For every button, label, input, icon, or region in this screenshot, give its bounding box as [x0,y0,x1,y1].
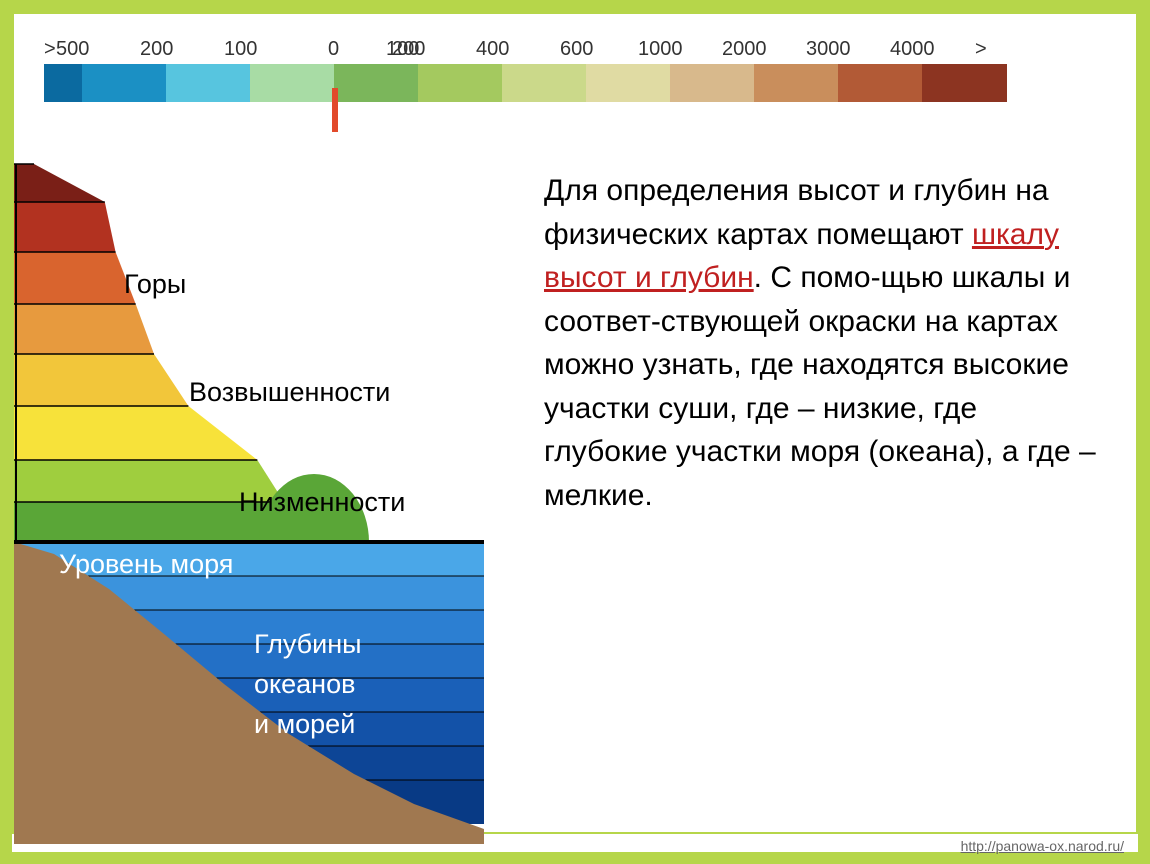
scale-segment [754,64,838,102]
source-url: http://panowa-ox.narod.ru/ [961,838,1124,854]
scale-tick-label: > [44,38,56,61]
label-mountains: Горы [124,269,186,300]
scale-tick-label: 400 [476,38,509,61]
scale-segment [838,64,922,102]
scale-tick-label: 200 [140,38,173,61]
scale-segment [670,64,754,102]
scale-labels-row: >50020010001002004006001000200030004000> [44,34,1106,64]
scale-tick-label: 200 [392,38,425,61]
label-sea-level: Уровень моря [59,549,233,580]
scale-segment [418,64,502,102]
scale-segment [586,64,670,102]
scale-segment [502,64,586,102]
content-area: Горы Возвышенности Низменности Уровень м… [14,144,1136,832]
elevation-scale: >50020010001002004006001000200030004000> [44,34,1106,114]
label-depths-2: океанов [254,669,355,700]
scale-segment [922,64,969,102]
scale-tick-label: 500 [56,38,89,61]
scale-tick-label: 3000 [806,38,851,61]
description-paragraph: Для определения высот и глубин на физиче… [534,144,1136,832]
scale-segment [166,64,250,102]
slide-outer-frame: >50020010001002004006001000200030004000>… [0,0,1150,864]
paragraph-part-2: . С помо-щью шкалы и соответ-ствующей ок… [544,261,1096,512]
label-uplands: Возвышенности [189,377,390,408]
label-lowlands: Низменности [239,487,405,518]
zero-marker [332,88,338,132]
elevation-diagram: Горы Возвышенности Низменности Уровень м… [14,144,534,832]
label-depths-3: и морей [254,709,355,740]
scale-tick-label: 100 [224,38,257,61]
scale-tick-label: 4000 [890,38,935,61]
scale-segment [969,64,1007,102]
scale-segment [334,64,418,102]
scale-tick-label: 2000 [722,38,767,61]
label-depths-1: Глубины [254,629,362,660]
scale-segment [250,64,334,102]
scale-tick-label: 0 [328,38,339,61]
scale-tick-label: > [975,38,987,61]
scale-segment [44,64,82,102]
scale-segment [82,64,166,102]
slide-inner-frame: >50020010001002004006001000200030004000>… [12,12,1138,834]
scale-tick-label: 600 [560,38,593,61]
scale-tick-label: 1000 [638,38,683,61]
scale-color-bar [44,64,1106,102]
